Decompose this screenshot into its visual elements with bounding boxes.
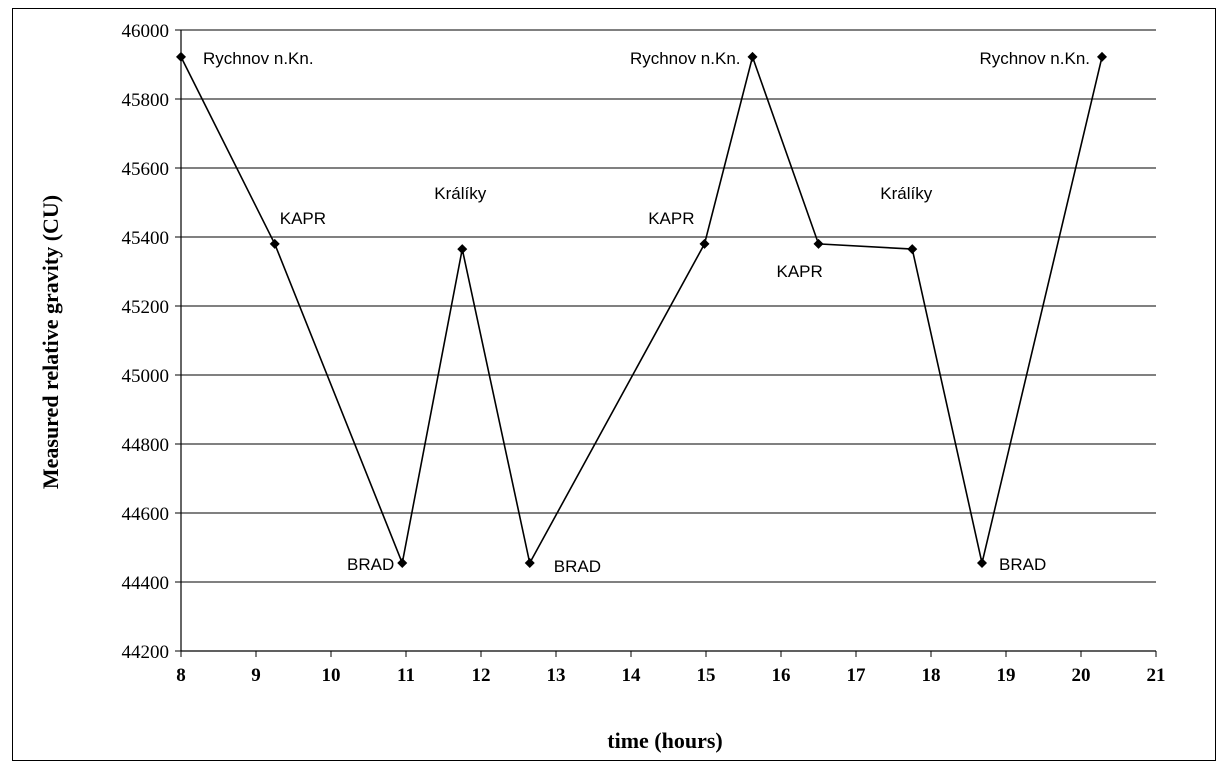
x-tick-label: 17	[847, 665, 867, 686]
x-tick-label: 9	[251, 665, 261, 686]
data-point-marker	[1097, 51, 1107, 62]
x-tick-label: 10	[322, 665, 341, 686]
point-label: KAPR	[648, 209, 694, 228]
point-label: KAPR	[280, 209, 326, 228]
point-label: Králíky	[434, 184, 486, 203]
point-label: BRAD	[554, 557, 601, 576]
data-point-marker	[269, 238, 280, 249]
data-point-marker	[457, 244, 468, 255]
point-label: Rychnov n.Kn.	[979, 49, 1090, 68]
chart-frame	[12, 8, 1216, 761]
point-label: KAPR	[777, 262, 823, 281]
data-point-marker	[907, 244, 918, 255]
y-tick-labels: 44200 44400 44600 44800 45000 45200 45400 45600…	[122, 21, 170, 663]
y-axis-title: Measured relative gravity (CU)	[38, 195, 63, 489]
y-tick-label: 45200	[122, 297, 170, 318]
data-point-marker	[397, 558, 408, 569]
x-tick-label: 12	[472, 665, 491, 686]
data-point-marker	[176, 51, 186, 62]
data-point-marker	[524, 558, 535, 569]
y-tick-label: 45400	[122, 228, 170, 249]
x-tick-label: 16	[772, 665, 791, 686]
point-label: Rychnov n.Kn.	[630, 49, 741, 68]
y-tick-label: 44800	[122, 435, 170, 456]
y-tick-label: 45000	[122, 366, 170, 387]
x-axis-title: time (hours)	[607, 728, 722, 753]
x-tick-label: 20	[1072, 665, 1091, 686]
y-tick-label: 44600	[122, 504, 170, 525]
series-gravity	[176, 51, 1107, 569]
y-tick-label: 44400	[122, 573, 170, 594]
x-tick-label: 19	[997, 665, 1016, 686]
data-point-marker	[977, 558, 987, 569]
point-labels: Rychnov n.Kn. KAPR BRAD Králíky BRAD KAPR Rych…	[203, 49, 1090, 576]
series-line	[180, 54, 1103, 566]
x-tick-label: 14	[622, 665, 642, 686]
data-point-marker	[699, 238, 710, 249]
data-point-marker	[747, 51, 758, 62]
y-tick-label: 45600	[122, 159, 170, 180]
x-tick-labels: 8 9 10 11 12 13 14 15 16 17 18 19 20 21	[176, 665, 1165, 686]
x-tick-label: 18	[922, 665, 941, 686]
x-tick-label: 21	[1147, 665, 1166, 686]
point-label: Rychnov n.Kn.	[203, 49, 314, 68]
y-tick-label: 44200	[122, 642, 170, 663]
x-tick-label: 13	[547, 665, 566, 686]
x-tick-label: 15	[697, 665, 716, 686]
y-tick-label: 46000	[122, 21, 170, 42]
y-tick-label: 45800	[122, 90, 170, 111]
point-label: BRAD	[347, 555, 394, 574]
axes	[175, 29, 1157, 657]
point-label: BRAD	[999, 555, 1046, 574]
data-point-marker	[813, 238, 824, 249]
x-tick-label: 11	[397, 665, 415, 686]
x-tick-label: 8	[176, 665, 186, 686]
point-label: Králíky	[880, 184, 932, 203]
